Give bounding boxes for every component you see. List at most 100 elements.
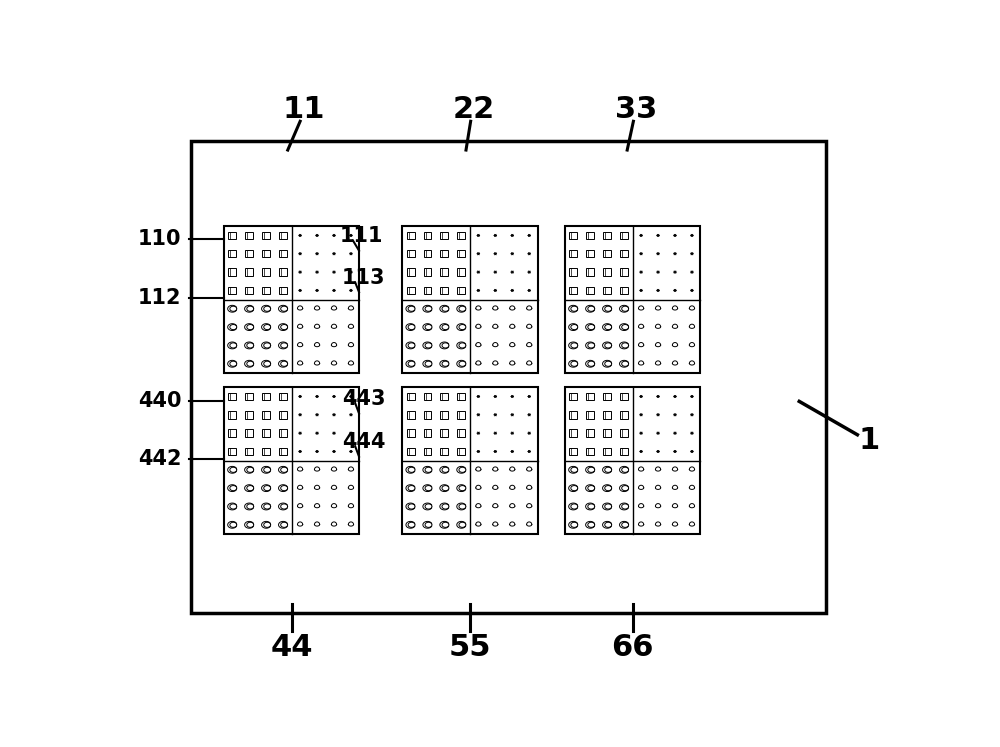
Bar: [440, 411, 448, 418]
Bar: [620, 287, 628, 294]
Bar: [586, 411, 594, 418]
Bar: [440, 232, 448, 239]
Bar: [620, 430, 628, 437]
Text: 66: 66: [611, 633, 654, 662]
Bar: [279, 268, 287, 276]
Bar: [424, 268, 431, 276]
Bar: [245, 411, 253, 418]
Text: 110: 110: [138, 229, 182, 249]
Bar: [457, 268, 465, 276]
Bar: [407, 268, 415, 276]
Bar: [424, 250, 431, 258]
Bar: [586, 430, 594, 437]
Bar: [569, 268, 577, 276]
Text: 44: 44: [270, 633, 313, 662]
Bar: [262, 411, 270, 418]
Bar: [440, 250, 448, 258]
Bar: [228, 447, 236, 455]
Bar: [457, 430, 465, 437]
Bar: [457, 287, 465, 294]
Bar: [424, 447, 431, 455]
Bar: [440, 268, 448, 276]
Bar: [262, 393, 270, 400]
Bar: [407, 393, 415, 400]
Bar: [565, 387, 700, 534]
Bar: [569, 232, 577, 239]
Bar: [262, 287, 270, 294]
Bar: [407, 232, 415, 239]
Bar: [279, 447, 287, 455]
Bar: [245, 232, 253, 239]
Bar: [565, 226, 700, 373]
Bar: [245, 447, 253, 455]
Bar: [262, 447, 270, 455]
Text: 22: 22: [453, 96, 495, 124]
Bar: [245, 287, 253, 294]
Bar: [603, 268, 611, 276]
Bar: [569, 250, 577, 258]
Bar: [586, 232, 594, 239]
Bar: [407, 287, 415, 294]
Bar: [228, 268, 236, 276]
Bar: [440, 393, 448, 400]
Bar: [586, 268, 594, 276]
Bar: [228, 232, 236, 239]
Bar: [262, 268, 270, 276]
Bar: [402, 226, 538, 373]
Bar: [262, 232, 270, 239]
Bar: [407, 430, 415, 437]
Bar: [407, 411, 415, 418]
Bar: [457, 447, 465, 455]
Bar: [245, 430, 253, 437]
Bar: [569, 393, 577, 400]
Bar: [279, 287, 287, 294]
Text: 112: 112: [138, 288, 182, 308]
Bar: [569, 287, 577, 294]
Bar: [569, 430, 577, 437]
Bar: [457, 232, 465, 239]
Bar: [228, 250, 236, 258]
Bar: [191, 141, 826, 613]
Bar: [569, 411, 577, 418]
Bar: [245, 268, 253, 276]
Bar: [228, 411, 236, 418]
Bar: [424, 393, 431, 400]
Bar: [603, 447, 611, 455]
Bar: [586, 287, 594, 294]
Bar: [603, 430, 611, 437]
Bar: [603, 411, 611, 418]
Bar: [228, 393, 236, 400]
Text: 33: 33: [615, 96, 658, 124]
Text: 442: 442: [138, 449, 182, 469]
Bar: [279, 430, 287, 437]
Bar: [586, 393, 594, 400]
Text: 443: 443: [342, 389, 385, 409]
Text: 444: 444: [342, 433, 385, 452]
Bar: [224, 226, 359, 373]
Text: 1: 1: [858, 426, 880, 455]
Bar: [228, 287, 236, 294]
Bar: [620, 411, 628, 418]
Bar: [620, 447, 628, 455]
Bar: [402, 387, 538, 534]
Bar: [279, 250, 287, 258]
Bar: [424, 430, 431, 437]
Bar: [620, 250, 628, 258]
Text: 113: 113: [342, 268, 385, 288]
Bar: [440, 287, 448, 294]
Bar: [407, 250, 415, 258]
Bar: [457, 250, 465, 258]
Bar: [620, 393, 628, 400]
Bar: [440, 430, 448, 437]
Bar: [245, 393, 253, 400]
Text: 55: 55: [449, 633, 491, 662]
Bar: [620, 268, 628, 276]
Bar: [586, 250, 594, 258]
Bar: [440, 447, 448, 455]
Bar: [262, 250, 270, 258]
Bar: [262, 430, 270, 437]
Bar: [603, 393, 611, 400]
Text: 440: 440: [138, 391, 182, 412]
Bar: [603, 232, 611, 239]
Bar: [279, 232, 287, 239]
